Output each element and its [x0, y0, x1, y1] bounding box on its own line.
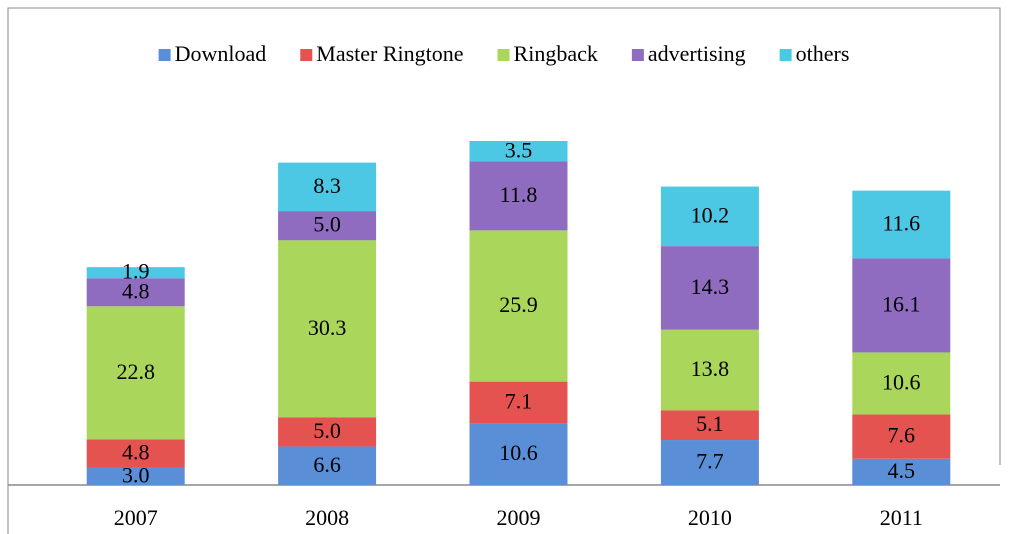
bar-segment [86, 306, 185, 440]
bar-segment [852, 258, 951, 353]
data-label: 5.0 [313, 418, 341, 443]
data-label: 4.8 [122, 278, 150, 303]
bar-segment [660, 410, 759, 441]
bar-segment [469, 423, 568, 485]
data-label: 1.9 [122, 259, 150, 284]
legend-swatch [631, 49, 644, 61]
data-label: 5.1 [696, 411, 724, 436]
bar-segment [660, 329, 759, 411]
data-label: 16.1 [882, 291, 921, 316]
data-label: 3.5 [505, 137, 533, 162]
bar-segment [278, 162, 377, 212]
data-label: 6.6 [313, 452, 341, 477]
bar-segment [278, 446, 377, 485]
bar-segment [469, 141, 568, 162]
bar-segment [86, 267, 185, 279]
data-label: 30.3 [308, 315, 347, 340]
bar-segment [86, 278, 185, 307]
legend-label: Ringback [514, 41, 598, 66]
bar-segment [469, 230, 568, 382]
x-tick-label: 2011 [880, 505, 923, 530]
bar-segment [852, 414, 951, 459]
data-label: 14.3 [691, 274, 730, 299]
legend-swatch [779, 49, 792, 61]
data-label: 5.0 [313, 212, 341, 237]
bar-segment [278, 240, 377, 418]
data-label: 11.8 [500, 182, 538, 207]
legend-swatch [497, 49, 510, 61]
legend-label: others [796, 41, 850, 66]
legend-swatch [300, 49, 313, 61]
bar-segment [86, 439, 185, 468]
data-label: 4.5 [888, 458, 916, 483]
bar-segment [469, 381, 568, 424]
data-label: 22.8 [116, 359, 155, 384]
data-label: 7.1 [505, 388, 533, 413]
legend-label: advertising [648, 41, 746, 66]
bar-segment [469, 161, 568, 231]
data-label: 7.7 [696, 449, 724, 474]
x-tick-label: 2010 [688, 505, 732, 530]
data-label: 10.6 [499, 440, 538, 465]
x-tick-label: 2008 [305, 505, 349, 530]
data-label: 13.8 [691, 356, 730, 381]
data-label: 10.2 [691, 202, 730, 227]
legend-label: Download [175, 41, 267, 66]
data-label: 7.6 [888, 423, 916, 448]
x-tick-label: 2007 [114, 505, 158, 530]
data-label: 8.3 [313, 173, 341, 198]
data-label: 4.8 [122, 440, 150, 465]
data-label: 11.6 [882, 211, 920, 236]
x-tick-label: 2009 [497, 505, 541, 530]
bar-segment [278, 211, 377, 241]
bar-segment [852, 352, 951, 415]
bar-segment [660, 440, 759, 485]
bar-segment [660, 246, 759, 330]
data-label: 10.6 [882, 369, 921, 394]
legend-label: Master Ringtone [316, 41, 463, 66]
bar-segment [660, 186, 759, 247]
frame [7, 7, 1001, 534]
legend-swatch [158, 49, 171, 61]
bar-segment [86, 467, 185, 485]
data-label: 25.9 [499, 292, 538, 317]
bar-segment [278, 417, 377, 447]
bar-segment [852, 458, 951, 485]
bar-segment [852, 190, 951, 259]
